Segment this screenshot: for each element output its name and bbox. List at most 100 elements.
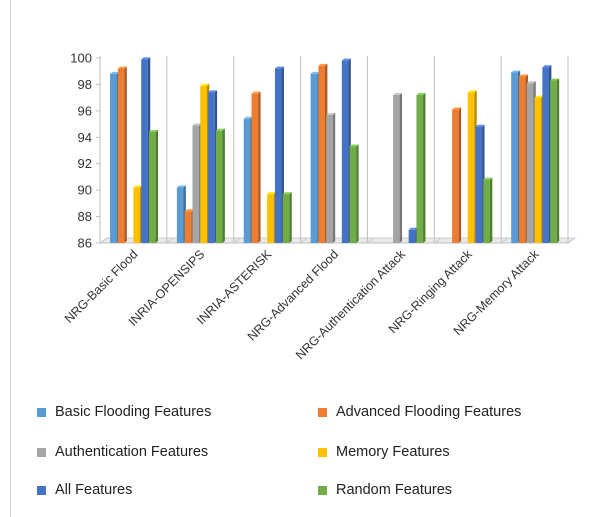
bar-front [534, 97, 542, 244]
bar-front [393, 95, 400, 243]
bar [534, 95, 544, 244]
bar-top [518, 74, 528, 77]
bar-front [318, 65, 325, 243]
category-separators [99, 56, 576, 244]
x-tick-label: NRG-Authentication Attack [293, 247, 409, 363]
bar-top [349, 144, 359, 147]
bar [243, 116, 253, 243]
bar [133, 185, 143, 243]
bar-top [467, 90, 477, 93]
bar-front [550, 80, 557, 243]
bar-top [133, 185, 143, 188]
bar-top [176, 185, 186, 188]
bar-top [393, 93, 403, 95]
bar-top [534, 95, 544, 98]
left-border-rule [10, 0, 11, 517]
bar-top [310, 71, 320, 74]
y-tick-label: 92 [78, 156, 92, 171]
floor-separator [567, 237, 576, 244]
bar-front [215, 130, 223, 243]
bar [208, 90, 218, 243]
bar [467, 90, 477, 243]
bar-front [282, 194, 290, 243]
bar-side [356, 144, 359, 243]
floor-separator [367, 237, 375, 244]
bar-side [556, 78, 560, 243]
bar-top [452, 107, 462, 110]
bar-front [483, 179, 490, 243]
bar-top [110, 71, 120, 74]
bar-top [326, 112, 336, 115]
bar [393, 93, 403, 243]
bar-top [318, 63, 328, 66]
floor-separator [500, 237, 509, 244]
bar-front [192, 125, 200, 243]
bar [349, 144, 359, 243]
bar-front [416, 95, 424, 243]
bar-top [416, 93, 426, 95]
bar-side [222, 128, 225, 243]
bar [408, 227, 418, 243]
bar [215, 128, 225, 243]
bar [341, 58, 351, 244]
floor-separator [300, 237, 308, 244]
y-tick-label: 96 [78, 103, 92, 118]
floor-separator [166, 237, 175, 244]
bar [149, 130, 159, 243]
bar-top [215, 128, 225, 131]
bar-front [452, 109, 459, 244]
bar-top [141, 57, 151, 60]
bar-front [542, 67, 549, 243]
bar [452, 107, 462, 244]
bar [176, 185, 186, 243]
bar-front [176, 187, 184, 243]
bar-top [483, 177, 493, 180]
bar [192, 123, 202, 243]
bar-top [267, 192, 277, 195]
bar [518, 74, 528, 243]
bar [511, 70, 521, 244]
bar [483, 177, 493, 243]
bar-front [117, 68, 125, 243]
bar [542, 65, 552, 243]
bar-side [258, 91, 261, 243]
bar-top [475, 124, 485, 127]
bar-side [124, 66, 127, 243]
bar [267, 192, 277, 243]
bar-front [467, 92, 475, 243]
bar-front [274, 68, 282, 243]
bar-front [526, 83, 534, 243]
bar-side [458, 107, 462, 244]
bar [200, 83, 210, 243]
bar [141, 57, 151, 244]
x-axis: NRG-Basic FloodINRIA-OPENSIPSINRIA-ASTER… [62, 247, 542, 363]
bar-top [251, 91, 261, 94]
bar-top [511, 70, 521, 73]
bar [251, 91, 261, 243]
y-tick-label: 94 [78, 130, 92, 145]
bar-front [341, 60, 349, 244]
bar [282, 192, 292, 243]
bar-front [518, 76, 526, 243]
bar-top [341, 58, 351, 61]
bar-top [542, 65, 552, 68]
bar-front [310, 73, 318, 243]
bar-side [423, 93, 426, 243]
bar-front [475, 126, 483, 243]
bar-front [110, 73, 117, 243]
bar-side [332, 112, 336, 243]
bar-front [141, 59, 148, 244]
bar [117, 66, 127, 243]
bar-front [243, 118, 251, 243]
bar-top [526, 81, 536, 84]
bar-front [208, 92, 215, 243]
floor-separator [99, 237, 108, 244]
bar-front [267, 194, 274, 243]
bar [184, 209, 194, 243]
y-axis: 86 88 90 92 94 96 98 100 [70, 51, 101, 251]
bar [318, 63, 328, 243]
bar-front [184, 211, 192, 243]
bar-top [117, 66, 127, 69]
bar-side [289, 192, 292, 243]
